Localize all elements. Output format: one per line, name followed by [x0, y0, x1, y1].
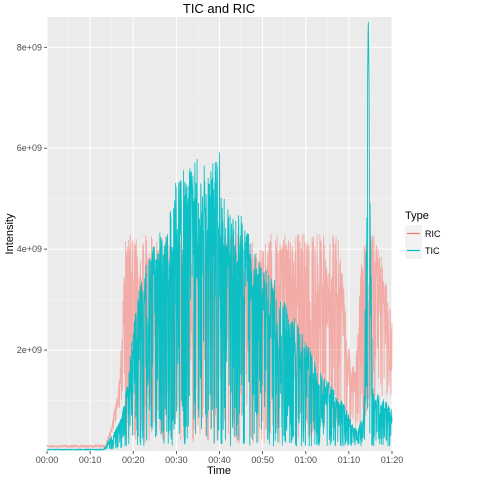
legend-items: RIC TIC — [405, 225, 441, 259]
x-tick-label: 01:20 — [381, 455, 404, 465]
y-tick-label: 2e+09 — [17, 345, 42, 355]
legend: Type RIC TIC — [405, 210, 441, 259]
x-tick-label: 00:40 — [208, 455, 231, 465]
legend-title: Type — [405, 210, 429, 222]
x-tick-label: 00:10 — [79, 455, 102, 465]
x-tick-label: 00:50 — [251, 455, 274, 465]
legend-label-tic: TIC — [425, 246, 440, 256]
y-axis-title: Intensity — [4, 213, 16, 254]
x-tick-label: 01:00 — [294, 455, 317, 465]
series-layer — [46, 21, 393, 451]
x-tick-label: 01:10 — [338, 455, 361, 465]
chart-title: TIC and RIC — [183, 1, 255, 16]
axis-ticks — [44, 46, 393, 454]
x-tick-label: 00:20 — [122, 455, 145, 465]
x-axis-title: Time — [207, 465, 231, 477]
y-tick-labels: 2e+09 4e+09 6e+09 8e+09 — [17, 42, 42, 355]
y-tick-label: 8e+09 — [17, 42, 42, 52]
y-tick-label: 6e+09 — [17, 143, 42, 153]
y-tick-label: 4e+09 — [17, 244, 42, 254]
series-line-tic — [46, 21, 393, 451]
x-tick-labels: 00:00 00:10 00:20 00:30 00:40 00:50 01:00 01:10… — [36, 455, 404, 465]
legend-label-ric: RIC — [425, 229, 441, 239]
x-tick-label: 00:00 — [36, 455, 59, 465]
x-tick-label: 00:30 — [165, 455, 188, 465]
